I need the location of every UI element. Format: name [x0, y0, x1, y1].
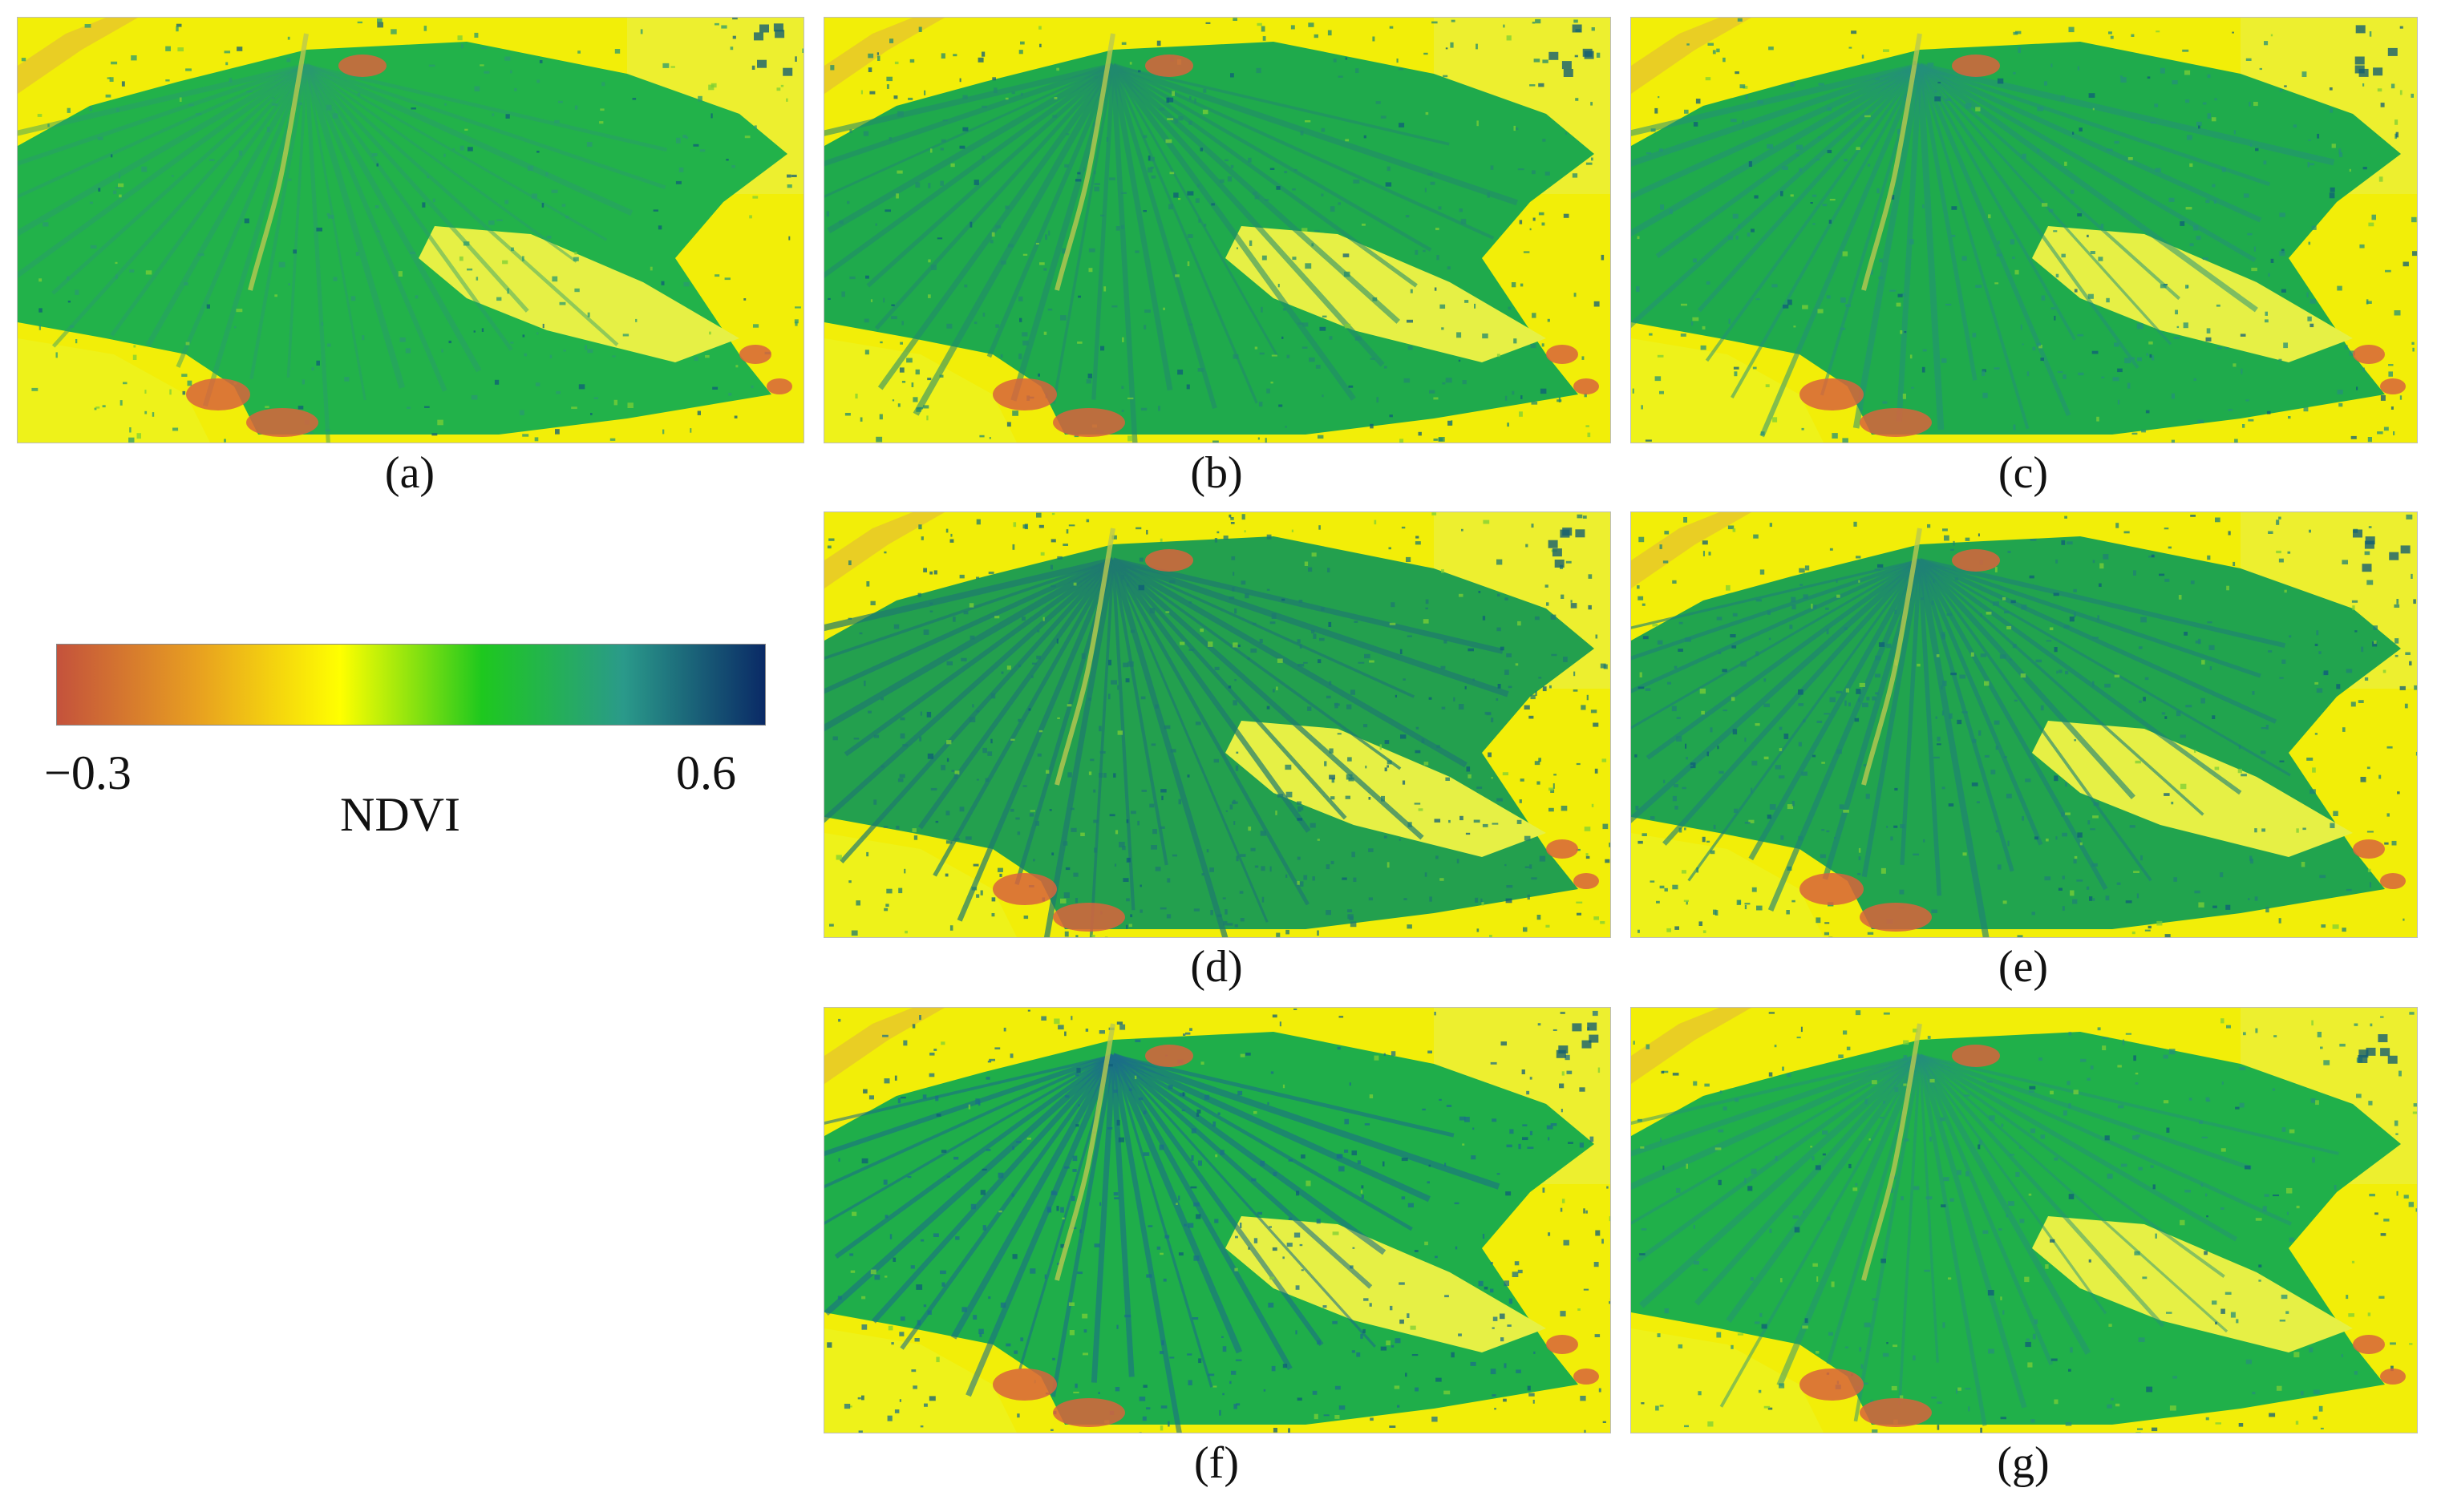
map-image-g [1631, 1008, 2417, 1433]
ndvi-map-c [1630, 17, 2418, 443]
ndvi-map-d [824, 511, 1611, 938]
panel-label-b: (b) [1190, 448, 1243, 498]
panel-label-e: (e) [1998, 942, 2049, 992]
colorbar-min-label: −0.3 [44, 746, 132, 799]
colorbar-title: NDVI [340, 788, 460, 841]
map-image-d [824, 512, 1610, 937]
panel-label-a: (a) [384, 448, 435, 498]
panel-label-f: (f) [1194, 1438, 1239, 1488]
ndvi-colorbar [56, 644, 766, 726]
ndvi-map-g [1630, 1007, 2418, 1433]
panel-label-g: (g) [1997, 1438, 2050, 1488]
colorbar-max-label: 0.6 [676, 746, 736, 799]
map-image-b [824, 18, 1610, 443]
panel-label-d: (d) [1190, 942, 1243, 992]
ndvi-map-b [824, 17, 1611, 443]
map-image-a [18, 18, 804, 443]
ndvi-map-e [1630, 511, 2418, 938]
panel-label-c: (c) [1998, 448, 2049, 498]
ndvi-map-a [17, 17, 804, 443]
map-image-e [1631, 512, 2417, 937]
ndvi-map-f [824, 1007, 1611, 1433]
map-image-c [1631, 18, 2417, 443]
map-image-f [824, 1008, 1610, 1433]
